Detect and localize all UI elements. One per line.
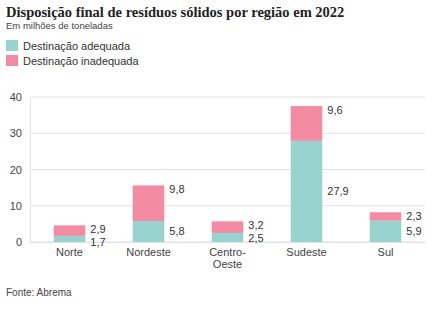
y-tick-label: 0 xyxy=(16,236,22,248)
x-tick: Nordeste xyxy=(126,242,171,258)
data-label: 5,8 xyxy=(169,225,184,237)
grid-line xyxy=(30,205,425,206)
bar-segment xyxy=(291,141,323,242)
grid xyxy=(30,97,425,242)
grid-line xyxy=(30,169,425,170)
x-tick: Centro-Oeste xyxy=(209,242,246,270)
bar-segment xyxy=(370,221,402,242)
bar-segment xyxy=(133,221,165,242)
y-tick-label: 40 xyxy=(10,91,22,103)
chart: Disposição final de resíduos sólidos por… xyxy=(0,0,436,311)
y-tick-label: 20 xyxy=(10,164,22,176)
data-label: 1,7 xyxy=(90,236,105,248)
data-label: 3,2 xyxy=(248,219,263,231)
subtitle: Em milhões de toneladas xyxy=(6,20,113,31)
x-tick: Sudeste xyxy=(286,242,326,258)
x-tick: Sul xyxy=(378,242,394,258)
data-label: 2,5 xyxy=(248,232,263,244)
bar-segment xyxy=(212,233,244,242)
y-tick-label: 30 xyxy=(10,127,22,139)
data-label: 9,6 xyxy=(327,104,342,116)
bar-segment xyxy=(212,221,244,233)
bar-segment xyxy=(54,225,86,236)
bar-segment xyxy=(54,236,86,242)
data-label: 2,3 xyxy=(406,210,421,222)
y-tick-label: 10 xyxy=(10,200,22,212)
x-tick-label: Centro-Oeste xyxy=(209,246,246,271)
title: Disposição final de resíduos sólidos por… xyxy=(6,4,344,20)
grid-line xyxy=(30,97,425,98)
x-tick-label: Sudeste xyxy=(286,246,326,258)
grid-line xyxy=(30,133,425,134)
bars xyxy=(54,106,402,242)
data-labels: 1,72,9 5,8 9,8 2,53,2 27,9 9,6 5,9 2,3 xyxy=(90,104,421,248)
x-tick-label: Sul xyxy=(378,246,394,258)
data-label: 5,9 xyxy=(406,225,421,237)
bar-segment xyxy=(291,106,323,141)
data-label: 9,8 xyxy=(169,183,184,195)
source: Fonte: Abrema xyxy=(6,287,72,298)
legend-label: Destinação inadequada xyxy=(23,55,139,67)
x-tick: Norte xyxy=(56,242,83,258)
y-tick: 40 xyxy=(10,91,30,103)
legend-swatch xyxy=(6,55,18,66)
legend-swatch xyxy=(6,40,18,51)
y-tick: 10 xyxy=(10,200,30,212)
bar-segment xyxy=(133,185,165,221)
legend: Destinação adequada Destinação inadequada xyxy=(6,40,139,67)
y-tick: 20 xyxy=(10,164,30,176)
data-label: 27,9 xyxy=(327,185,348,197)
bar-segment xyxy=(370,212,402,220)
y-axis-line xyxy=(30,98,31,243)
y-tick: 30 xyxy=(10,127,30,139)
x-tick-label: Nordeste xyxy=(126,246,171,258)
y-tick: 0 xyxy=(16,236,30,248)
legend-label: Destinação adequada xyxy=(23,40,131,52)
data-label: 2,9 xyxy=(90,223,105,235)
x-tick-label: Norte xyxy=(56,246,83,258)
y-axis: 0 10 20 30 40 xyxy=(10,91,31,248)
